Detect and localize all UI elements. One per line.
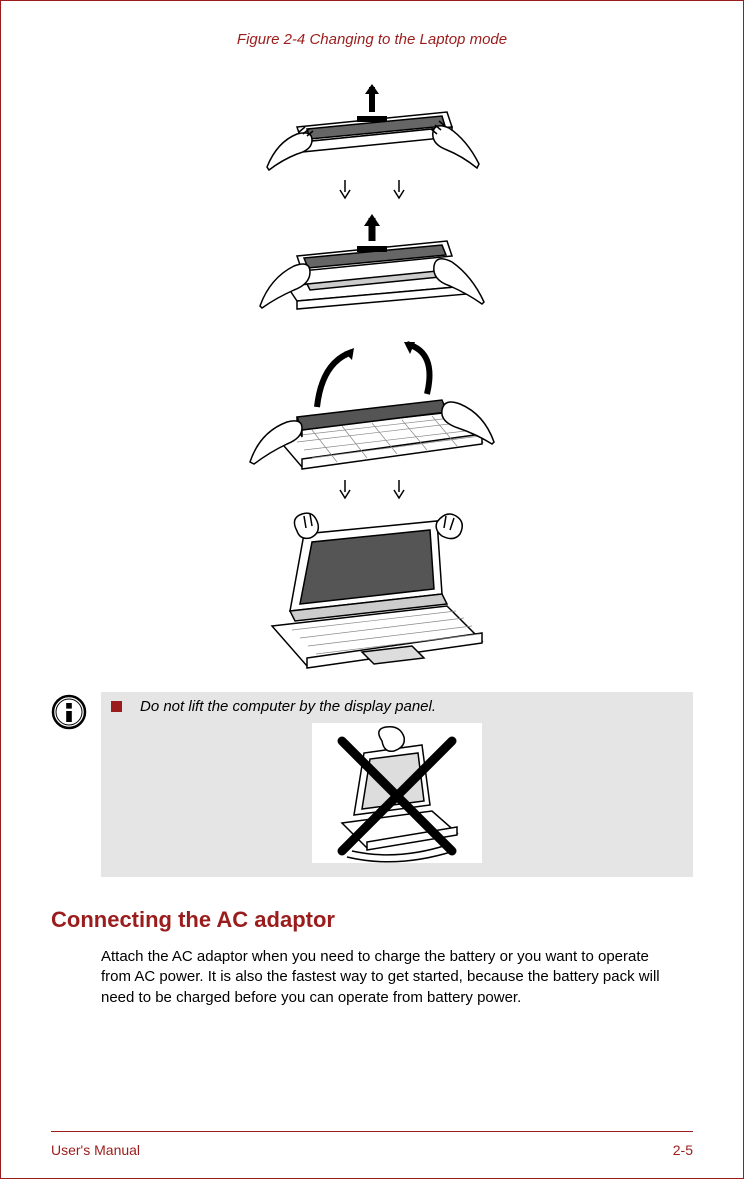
transition-arrows-2 <box>338 478 406 500</box>
footer-right: 2-5 <box>673 1142 693 1158</box>
bullet-icon <box>111 701 122 712</box>
page: Figure 2-4 Changing to the Laptop mode <box>0 0 744 1179</box>
step1-illustration <box>257 72 487 172</box>
figure-caption: Figure 2-4 Changing to the Laptop mode <box>51 31 693 48</box>
step3-illustration <box>242 322 502 472</box>
page-footer: User's Manual 2-5 <box>51 1131 693 1158</box>
note-line: Do not lift the computer by the display … <box>111 698 683 715</box>
note-text: Do not lift the computer by the display … <box>140 698 436 715</box>
note-body: Do not lift the computer by the display … <box>101 692 693 877</box>
note-illustration <box>111 723 683 863</box>
transition-arrows-1 <box>338 178 406 200</box>
step2-illustration <box>252 206 492 316</box>
footer-left: User's Manual <box>51 1142 140 1158</box>
note-box: Do not lift the computer by the display … <box>51 692 693 877</box>
section-heading: Connecting the AC adaptor <box>51 907 693 933</box>
section-paragraph: Attach the AC adaptor when you need to c… <box>101 947 661 1008</box>
info-icon <box>51 692 101 877</box>
content-area: Figure 2-4 Changing to the Laptop mode <box>1 1 743 1008</box>
figure-illustration-group <box>51 72 693 676</box>
step4-illustration <box>242 506 502 676</box>
